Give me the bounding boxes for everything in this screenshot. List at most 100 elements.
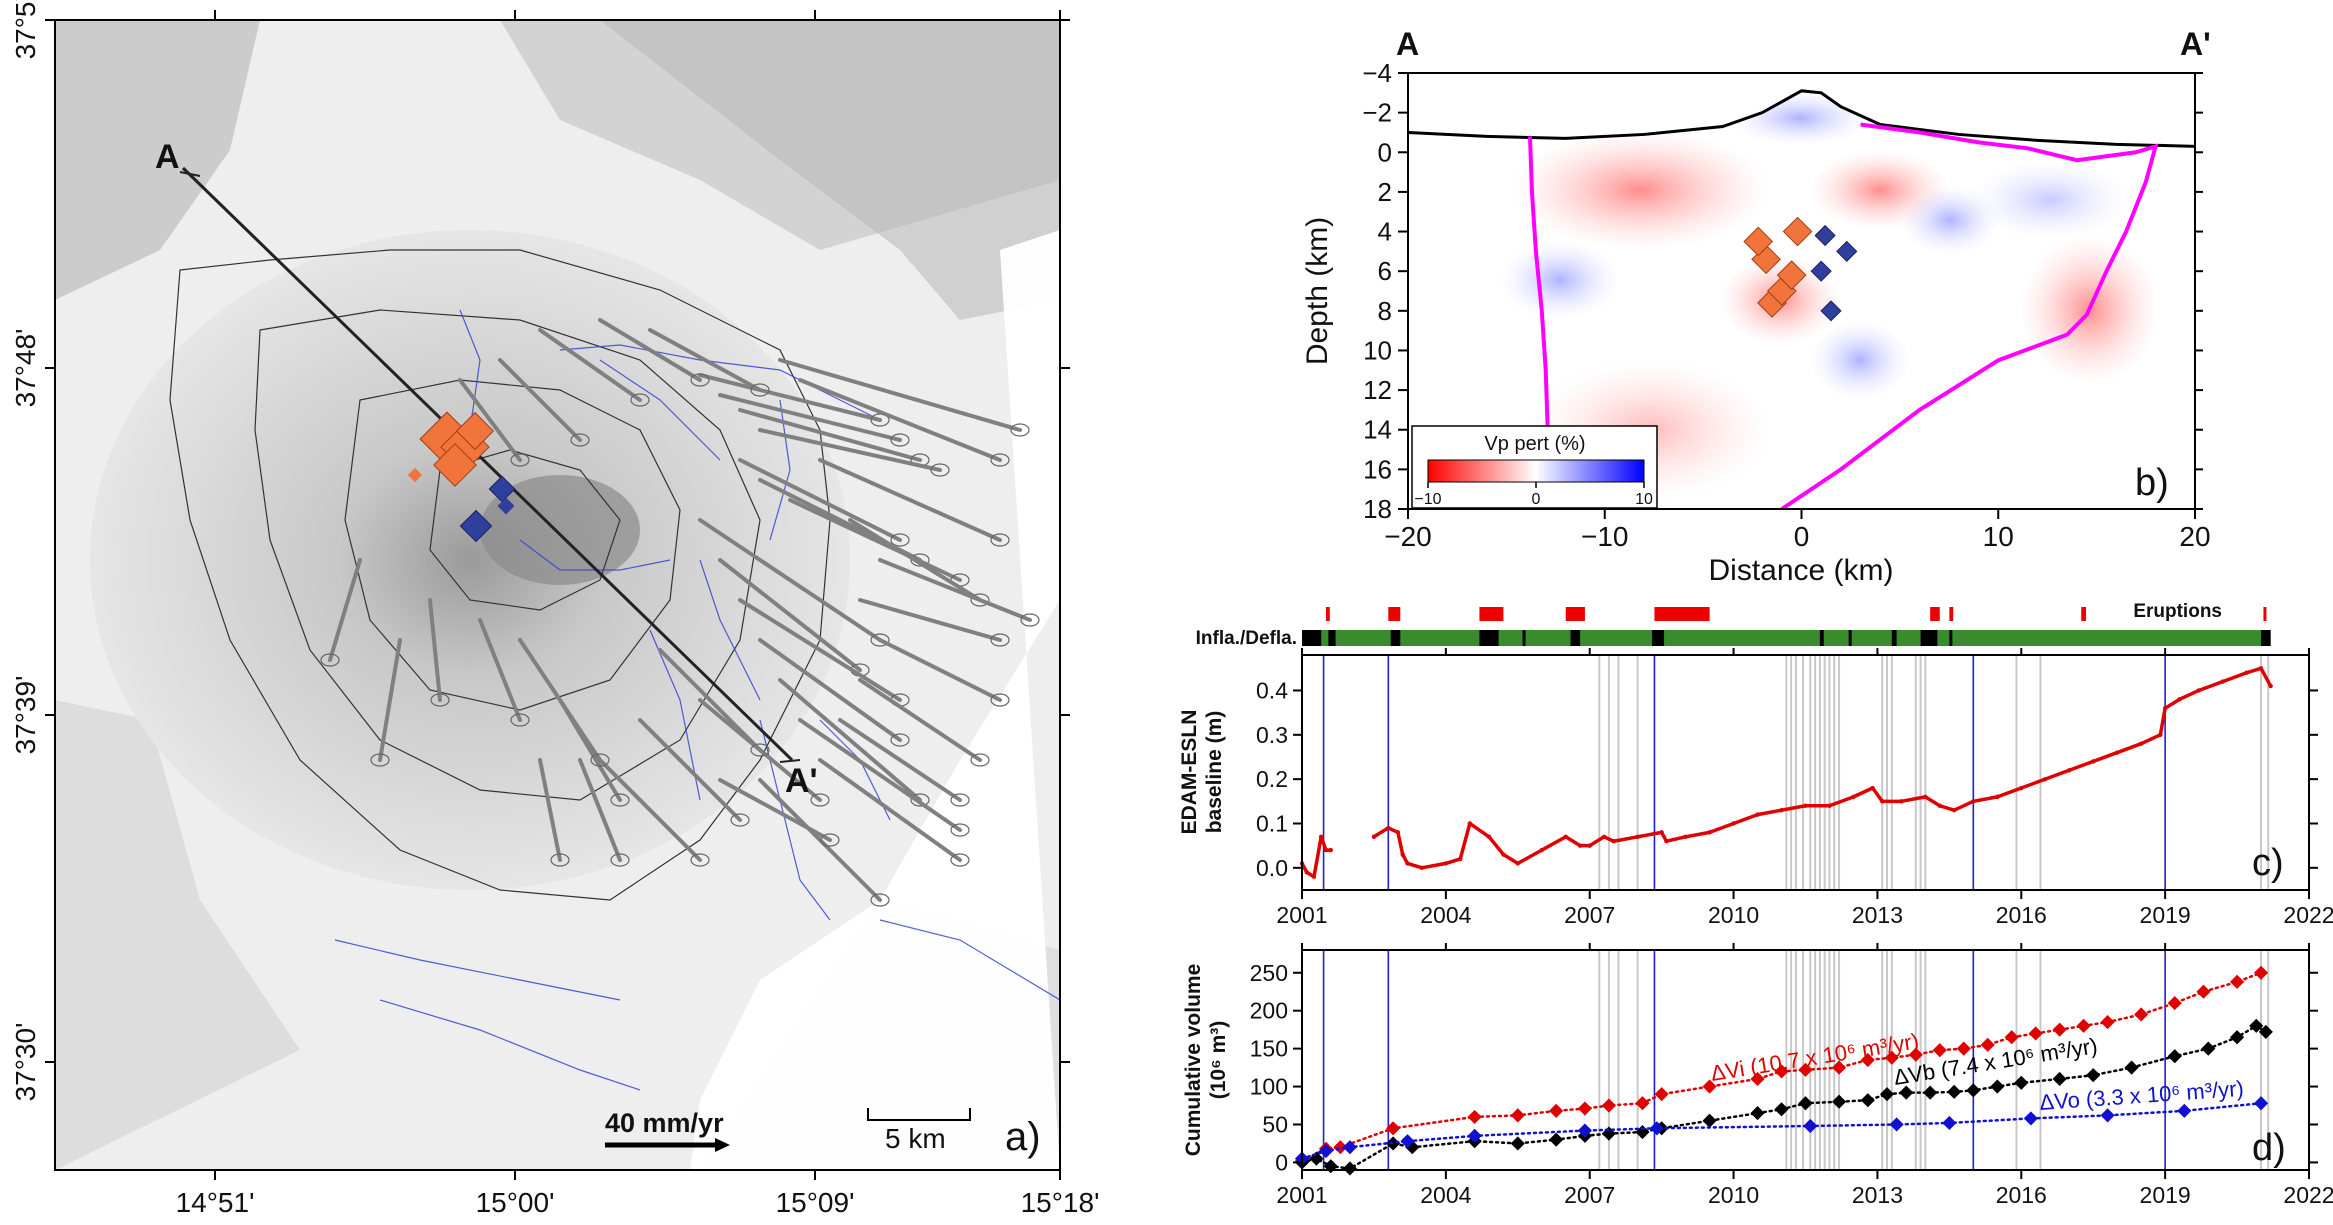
x-tick-label: 2022: [2283, 902, 2333, 928]
volume-marker: [1750, 1071, 1765, 1087]
y-tick-label: 0.0: [1256, 855, 1288, 881]
baseline-segment: [1405, 861, 1424, 870]
baseline-segment: [2177, 688, 2201, 702]
volume-marker: [2253, 1096, 2269, 1111]
error-ellipse: [610, 793, 630, 807]
baseline-point: [1577, 843, 1583, 848]
error-ellipse: [690, 853, 710, 867]
velocity-vector: [758, 778, 882, 902]
profile-line: [181, 166, 794, 762]
baseline-segment: [1540, 835, 1568, 852]
volume-marker: [2167, 1049, 2182, 1064]
volume-line-ΔVb: [1300, 1024, 2268, 1170]
velocity-vector: [698, 518, 882, 642]
error-ellipse: [320, 653, 340, 667]
volume-marker: [1980, 1037, 1995, 1052]
velocity-vector: [798, 378, 1002, 462]
error-ellipse: [890, 533, 910, 547]
baseline-point: [2114, 750, 2120, 755]
velocity-vector: [598, 318, 702, 382]
velocity-vector: [328, 558, 362, 662]
baseline-segment: [1587, 835, 1606, 848]
volume-marker: [1774, 1102, 1789, 1117]
velocity-vector: [578, 758, 622, 862]
velocity-vector: [538, 328, 642, 402]
section-y-tick-label: 2: [1378, 177, 1392, 207]
volume-marker: [1803, 1118, 1818, 1134]
baseline-segment: [1731, 812, 1760, 826]
y-tick-label: 0.2: [1256, 766, 1288, 792]
volume-marker: [2124, 1060, 2139, 1075]
volume-marker: [1318, 1143, 1334, 1159]
baseline-segment: [1458, 821, 1472, 861]
lon-tick-label: 14°51': [176, 1187, 255, 1218]
volume-marker: [1884, 1050, 1899, 1065]
eruption-period: [1949, 607, 1954, 621]
baseline-point: [2220, 679, 2225, 684]
volume-marker: [1774, 1064, 1789, 1079]
velocity-vector: [738, 598, 902, 702]
y-tick-label: 50: [1262, 1111, 1288, 1137]
volume-marker: [2028, 1026, 2043, 1041]
velocity-vector: [738, 408, 922, 462]
baseline-point: [1611, 839, 1616, 844]
error-ellipse: [970, 593, 990, 607]
baseline-point: [2091, 759, 2096, 764]
error-ellipse: [990, 533, 1010, 547]
baseline-point: [2244, 670, 2249, 675]
volume-marker: [2196, 984, 2211, 999]
baseline-series: [1299, 666, 2273, 879]
deflation-period: [1570, 630, 1581, 646]
volume-marker: [2076, 1018, 2091, 1033]
volume-marker: [2052, 1071, 2067, 1087]
y-tick-label: 100: [1250, 1074, 1288, 1100]
baseline-point: [1587, 843, 1592, 848]
error-ellipse: [750, 743, 770, 757]
baseline-point: [1318, 834, 1324, 839]
x-tick-label: 2007: [1564, 1182, 1615, 1208]
error-ellipse: [1020, 613, 1040, 627]
volume-marker: [1386, 1121, 1401, 1136]
error-ellipse: [730, 813, 750, 827]
map-ticks: 14°51' 15°00' 15°09' 15°18' 37°57' 37°48' 37°3…: [10, 0, 1099, 1218]
baseline-point: [1601, 834, 1607, 839]
baseline-point: [1827, 803, 1832, 808]
topography-mask: [1408, 73, 2195, 147]
error-ellipse: [570, 433, 590, 447]
error-ellipse: [610, 853, 630, 867]
volume-marker: [1702, 1079, 1717, 1094]
velocity-vector: [378, 638, 402, 762]
volume-marker: [1510, 1136, 1525, 1151]
eruptions-label: Eruptions: [2133, 601, 2222, 622]
deflation-period: [1390, 630, 1401, 646]
baseline-point: [1803, 803, 1808, 808]
baseline-segment: [1420, 861, 1448, 870]
section-y-tick-label: 14: [1363, 415, 1392, 445]
baseline-point: [1971, 799, 1976, 804]
velocity-vector: [758, 428, 942, 472]
x-tick-label: 2010: [1708, 1182, 1759, 1208]
baseline-point: [2196, 688, 2201, 693]
distance-scale-label: 5 km: [885, 1123, 946, 1154]
baseline-point: [1779, 807, 1784, 813]
volume-marker: [2167, 996, 2182, 1011]
distance-scale: 5 km: [867, 1108, 971, 1154]
volume-line-ΔVo: [1300, 1101, 2263, 1160]
inflation-source: [1743, 226, 1774, 257]
y-tick-label: 200: [1250, 998, 1288, 1024]
y-tick-label: 150: [1250, 1036, 1288, 1062]
y-tick-label: 250: [1250, 960, 1288, 986]
baseline-point: [1515, 861, 1520, 866]
velocity-vector: [428, 598, 442, 702]
x-tick-label: 2004: [1420, 1182, 1471, 1208]
y-tick-label: 0.1: [1256, 810, 1288, 836]
baseline-point: [1664, 839, 1669, 844]
baseline-point: [1870, 785, 1875, 791]
baseline-segment: [1755, 808, 1784, 817]
baseline-segment: [2244, 666, 2263, 675]
baseline-ylabel-line1: EDAM-ESLN: [1178, 710, 1201, 835]
velocity-vector: [698, 373, 882, 422]
section-y-tick-label: −4: [1362, 58, 1392, 88]
volume-marker: [1750, 1106, 1765, 1121]
